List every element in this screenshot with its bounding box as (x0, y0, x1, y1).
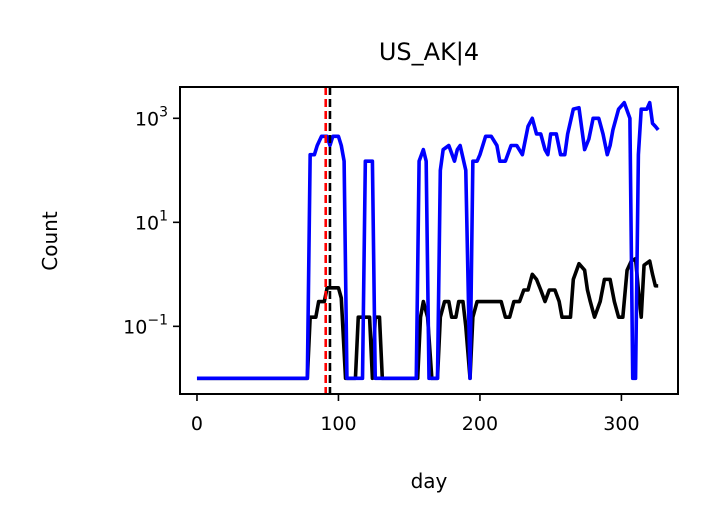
plot-frame (179, 86, 679, 395)
y-tick-label: 10−1 (123, 312, 168, 338)
plot-area (196, 87, 660, 394)
y-tick-label: 103 (135, 104, 168, 130)
series-line-1 (196, 100, 660, 381)
x-tick-label: 100 (320, 413, 356, 435)
y-tick-label: 101 (135, 208, 168, 234)
x-axis-label: day (411, 469, 448, 493)
tick-layer: 0 100 200 300 103 101 10−1 (123, 104, 639, 435)
series-line-0 (196, 256, 659, 381)
x-tick-label: 300 (603, 413, 639, 435)
x-tick-label: 200 (462, 413, 498, 435)
x-tick-label: 0 (191, 413, 203, 435)
y-axis-label: Count (38, 211, 62, 271)
chart-title: US_AK|4 (379, 38, 479, 66)
